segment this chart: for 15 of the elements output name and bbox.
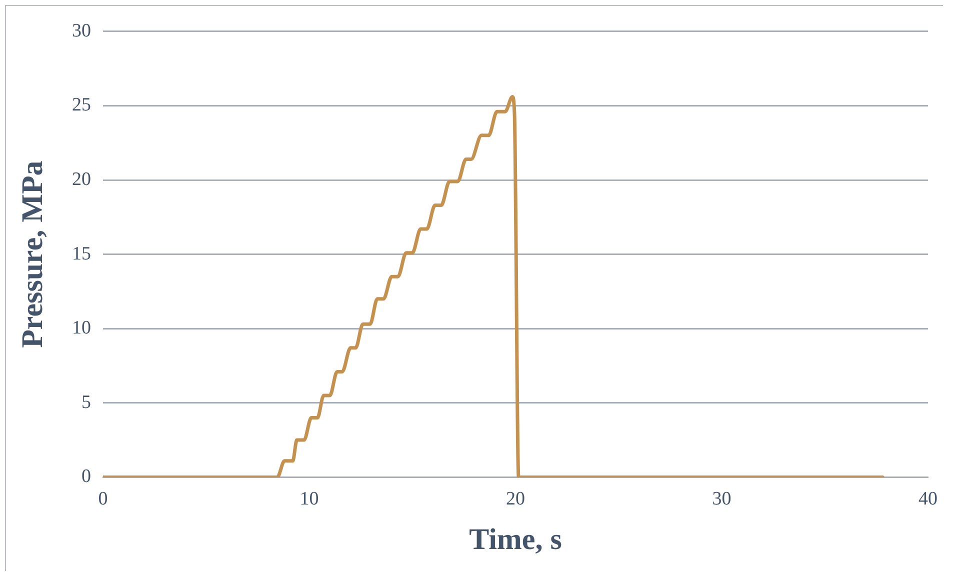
y-axis-title: Pressure, MPa (16, 160, 49, 348)
y-tick-label: 30 (72, 20, 91, 42)
y-tick-label: 10 (72, 318, 91, 339)
x-tick-label: 20 (506, 488, 525, 510)
y-tick-label: 20 (72, 168, 91, 190)
x-tick-label: 40 (918, 488, 938, 510)
x-tick-label: 0 (98, 488, 108, 510)
y-tick-label: 0 (82, 466, 91, 488)
y-tick-label: 25 (72, 94, 91, 116)
x-tick-label: 10 (300, 488, 319, 510)
x-axis-title: Time, s (469, 522, 562, 556)
y-tick-label: 5 (82, 392, 91, 413)
x-tick-label: 30 (712, 488, 732, 510)
y-tick-label: 15 (72, 243, 91, 264)
line-series (103, 95, 884, 478)
